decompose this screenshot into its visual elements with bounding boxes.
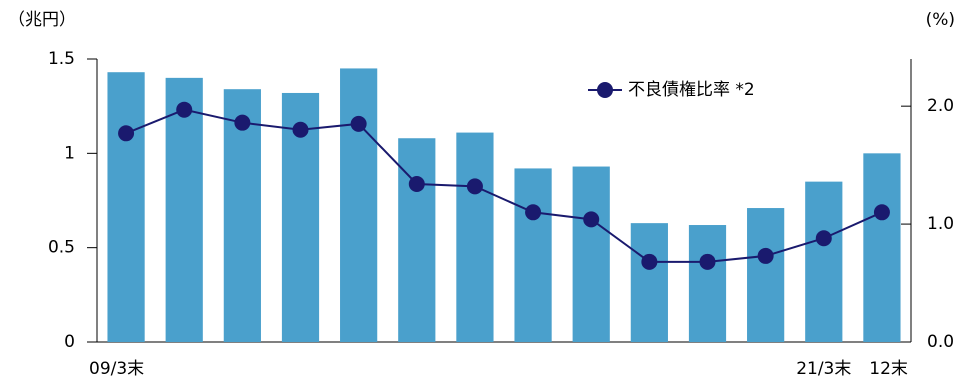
y2-axis-label: (%) [926,10,955,30]
bar [456,132,494,342]
bar [863,153,901,342]
point [350,115,367,132]
bar [165,77,203,342]
point [815,230,832,247]
point [583,211,600,228]
bar [747,208,785,342]
point [234,114,251,131]
point [292,121,309,138]
point [118,125,135,142]
y2-tick-label: 0.0 [927,332,954,352]
point [757,247,774,264]
legend-label: 不良債権比率 *2 [628,80,755,100]
point [408,175,425,192]
bar [630,223,668,342]
bar [572,166,610,342]
bar [805,181,843,342]
legend-marker [597,82,613,98]
y-axis-label: （兆円） [8,10,76,30]
point [873,204,890,221]
y-tick-label: 1 [64,143,75,163]
x-tick-label: 21/3末 [796,359,851,379]
point [699,253,716,270]
point [466,178,483,195]
x-tick-label: 12末 [869,359,908,379]
point [525,204,542,221]
y-tick-label: 0 [64,332,75,352]
bar [688,225,727,342]
bar [340,68,378,342]
y2-tick-label: 1.0 [927,214,954,234]
line [125,108,883,263]
bar [514,168,552,342]
bar [223,89,261,342]
y-tick-label: 1.5 [48,49,75,69]
point [176,101,193,118]
point [641,253,658,270]
bar [107,72,145,342]
y-tick-label: 0.5 [48,238,75,258]
y2-tick-label: 2.0 [927,96,954,116]
bar [398,138,436,342]
x-tick-label: 09/3末 [89,359,144,379]
